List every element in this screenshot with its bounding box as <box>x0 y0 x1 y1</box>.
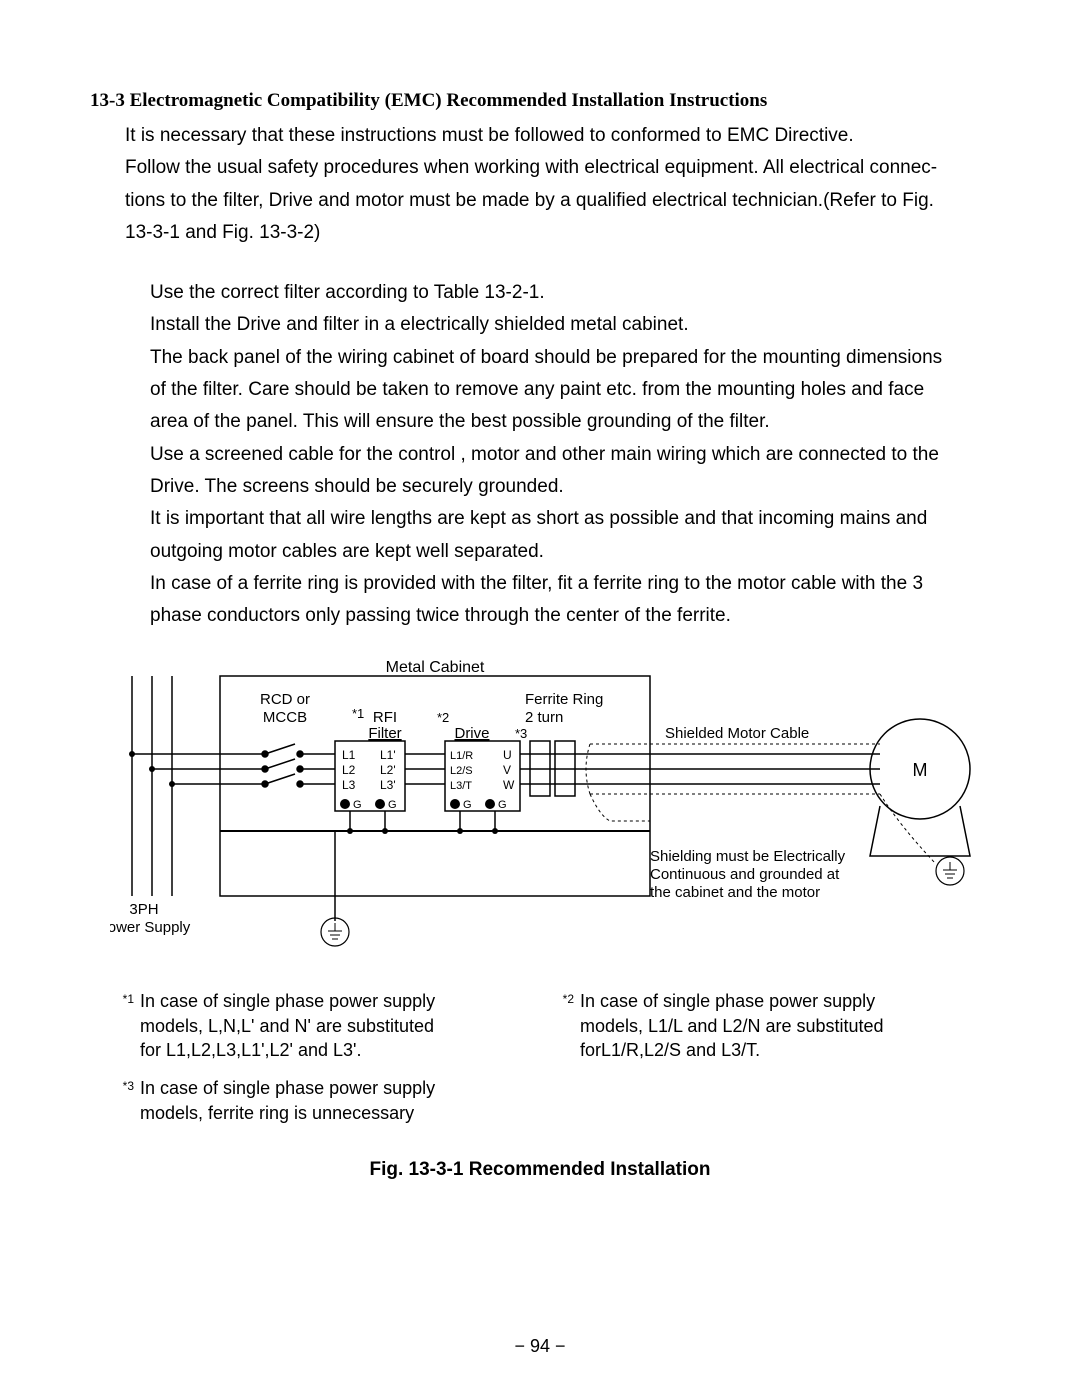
t: W <box>503 778 515 792</box>
p: Use the correct filter according to Tabl… <box>150 277 990 309</box>
t: L2' <box>380 763 396 777</box>
t: L1' <box>380 748 396 762</box>
note-1: *1 In case of single phase power supply … <box>110 989 530 1062</box>
page-number: − 94 − <box>0 1336 1080 1357</box>
label-shielded-cable: Shielded Motor Cable <box>665 725 809 742</box>
p: In case of single phase power supply <box>140 1076 435 1100</box>
p: Install the Drive and filter in a electr… <box>150 309 990 341</box>
p: In case of a ferrite ring is provided wi… <box>150 568 990 600</box>
t: L1/R <box>450 750 473 762</box>
section-heading: 13-3 Electromagnetic Compatibility (EMC)… <box>90 90 990 112</box>
label-motor: M <box>913 760 928 780</box>
p: It is important that all wire lengths ar… <box>150 503 990 535</box>
t: U <box>503 748 512 762</box>
label-mccb: MCCB <box>263 709 307 726</box>
p: for L1,L2,L3,L1',L2' and L3'. <box>140 1038 435 1062</box>
t: L2/S <box>450 765 473 777</box>
t: L2 <box>342 763 356 777</box>
note-3: *3 In case of single phase power supply … <box>110 1076 530 1125</box>
label-drive: Drive <box>454 725 489 742</box>
label-power-supply: Power Supply <box>110 919 191 936</box>
wiring-diagram: Metal Cabinet 3PH Power Supply RCD or MC… <box>110 656 990 961</box>
label-rcd: RCD or <box>260 691 310 708</box>
bullet-list: Use the correct filter according to Tabl… <box>150 277 990 632</box>
t: L1 <box>342 748 356 762</box>
label-ferrite: Ferrite Ring <box>525 691 603 708</box>
t: V <box>503 763 511 777</box>
note-sup: *1 <box>110 989 134 1007</box>
p: In case of single phase power supply <box>580 989 884 1013</box>
p: tions to the filter, Drive and motor mus… <box>125 185 990 217</box>
p: models, L1/L and L2/N are substituted <box>580 1014 884 1038</box>
p: The back panel of the wiring cabinet of … <box>150 342 990 374</box>
t: L3/T <box>450 780 472 792</box>
note-sup: *3 <box>110 1076 134 1094</box>
t: L3 <box>342 778 356 792</box>
p: 13-3-1 and Fig. 13-3-2) <box>125 217 990 249</box>
t: L3' <box>380 778 396 792</box>
p: models, L,N,L' and N' are substituted <box>140 1014 435 1038</box>
label-star3: *3 <box>515 726 527 741</box>
note-2: *2 In case of single phase power supply … <box>550 989 980 1062</box>
p: forL1/R,L2/S and L3/T. <box>580 1038 884 1062</box>
shield-note-3: the cabinet and the motor <box>650 884 820 901</box>
p: of the filter. Care should be taken to r… <box>150 374 990 406</box>
t: G <box>498 799 507 811</box>
p: Drive. The screens should be securely gr… <box>150 471 990 503</box>
figure-caption: Fig. 13-3-1 Recommended Installation <box>90 1159 990 1181</box>
shield-note-2: Continuous and grounded at <box>650 866 840 883</box>
p: Follow the usual safety procedures when … <box>125 152 990 184</box>
label-3ph: 3PH <box>129 901 158 918</box>
footnotes: *1 In case of single phase power supply … <box>90 989 990 1138</box>
p: outgoing motor cables are kept well sepa… <box>150 536 990 568</box>
note-sup: *2 <box>550 989 574 1007</box>
t: G <box>353 799 362 811</box>
shield-note-1: Shielding must be Electrically <box>650 848 846 865</box>
p: models, ferrite ring is unnecessary <box>140 1101 435 1125</box>
p: phase conductors only passing twice thro… <box>150 600 990 632</box>
label-star1: *1 <box>352 706 364 721</box>
label-metal-cabinet: Metal Cabinet <box>386 659 485 676</box>
label-filter: Filter <box>368 725 401 742</box>
label-star2: *2 <box>437 710 449 725</box>
p: area of the panel. This will ensure the … <box>150 406 990 438</box>
t: G <box>388 799 397 811</box>
p: Use a screened cable for the control , m… <box>150 439 990 471</box>
p: It is necessary that these instructions … <box>125 120 990 152</box>
p: In case of single phase power supply <box>140 989 435 1013</box>
t: G <box>463 799 472 811</box>
label-2turn: 2 turn <box>525 709 563 726</box>
label-rfi: RFI <box>373 709 397 726</box>
intro-paragraph: It is necessary that these instructions … <box>125 120 990 249</box>
